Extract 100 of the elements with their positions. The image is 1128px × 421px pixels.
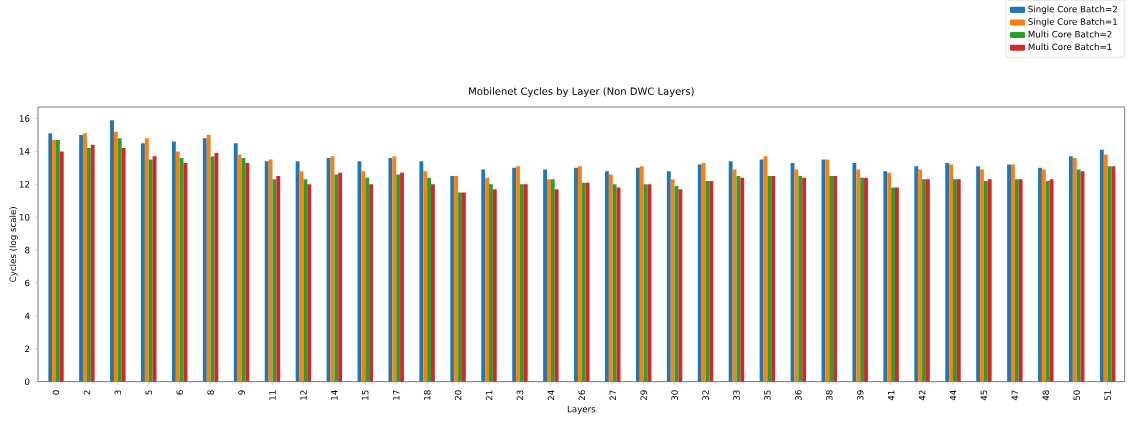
bar	[141, 143, 145, 382]
legend-label: Multi Core Batch=1	[1028, 43, 1112, 51]
x-tick-label: 38	[826, 390, 833, 401]
bar	[512, 167, 517, 382]
x-tick-label: 41	[887, 390, 895, 401]
x-tick-label: 33	[733, 390, 740, 401]
bar	[1045, 181, 1050, 382]
bar	[543, 169, 548, 382]
y-tick-label: 12	[19, 181, 30, 188]
bar	[485, 177, 490, 382]
bar	[581, 182, 586, 382]
bar	[144, 138, 149, 382]
bar	[701, 162, 706, 382]
bar	[771, 176, 776, 382]
bar	[1038, 167, 1042, 382]
y-tick-label: 0	[25, 378, 30, 385]
bar	[825, 159, 830, 382]
bar	[798, 176, 803, 382]
x-tick-label: 51	[1104, 390, 1111, 401]
bar	[113, 131, 118, 382]
x-tick-label: 8	[207, 390, 214, 395]
bar	[759, 159, 764, 382]
bar	[802, 177, 807, 382]
bar	[887, 172, 892, 382]
bar	[90, 144, 95, 382]
bar	[709, 181, 714, 382]
bar	[303, 179, 308, 382]
bar	[864, 177, 868, 382]
x-tick-label: 50	[1073, 390, 1080, 401]
bar	[736, 176, 741, 382]
y-tick-label: 16	[19, 115, 30, 122]
bar	[976, 166, 981, 382]
bar	[55, 139, 60, 382]
bar	[117, 138, 122, 382]
bar	[554, 189, 559, 382]
bar	[1014, 179, 1019, 382]
bar	[918, 169, 923, 382]
bar	[1068, 156, 1073, 382]
legend-label: Single Core Batch=2	[1028, 5, 1117, 14]
bar	[423, 171, 428, 382]
bar	[148, 159, 153, 382]
bar	[392, 156, 397, 382]
bar	[516, 166, 520, 382]
bar	[237, 154, 242, 382]
x-tick-label: 15	[362, 390, 369, 400]
bar	[894, 187, 899, 382]
bar	[914, 166, 919, 382]
bar	[860, 177, 865, 382]
bar	[980, 169, 984, 382]
bar	[605, 171, 609, 382]
bar	[949, 164, 953, 382]
x-tick-label: 11	[269, 390, 276, 400]
bar	[396, 174, 401, 382]
bar	[585, 182, 590, 382]
x-tick-label: 0	[52, 390, 60, 395]
bar	[179, 157, 184, 382]
y-tick-label: 6	[25, 279, 30, 287]
bar	[450, 176, 455, 382]
bar	[264, 161, 269, 382]
bar	[794, 169, 799, 382]
x-tick-label: 9	[238, 390, 245, 395]
x-tick-label: 23	[516, 390, 524, 401]
bar	[214, 153, 219, 382]
x-tick-label: 32	[702, 390, 709, 401]
bar	[829, 176, 834, 382]
bar	[307, 184, 312, 382]
x-tick-label: 6	[176, 390, 183, 395]
x-tick-label: 12	[300, 390, 307, 400]
bar	[1076, 169, 1081, 382]
bar	[83, 133, 87, 382]
bar	[1041, 169, 1046, 382]
bar	[574, 167, 578, 382]
x-tick-label: 29	[640, 390, 647, 401]
bar	[1018, 179, 1023, 382]
bar	[956, 179, 961, 382]
x-tick-label: 27	[609, 390, 616, 401]
x-tick-label: 44	[949, 390, 957, 401]
bar	[338, 172, 343, 382]
bar	[245, 162, 250, 382]
bar	[728, 161, 733, 382]
bar	[608, 174, 613, 382]
bar	[1107, 166, 1112, 382]
bar	[856, 169, 861, 382]
bar	[612, 184, 617, 382]
bar	[206, 134, 211, 382]
x-tick-label: 3	[114, 390, 122, 395]
bar	[852, 162, 857, 382]
x-tick-label: 30	[671, 390, 678, 401]
bar	[454, 176, 459, 382]
bar	[334, 174, 339, 382]
bar	[987, 179, 992, 382]
x-tick-label: 48	[1042, 390, 1050, 401]
x-tick-label: 2	[83, 390, 91, 395]
bar	[643, 184, 648, 382]
bar	[365, 177, 370, 382]
x-tick-label: 26	[578, 390, 586, 401]
bar	[697, 164, 702, 382]
bar	[86, 148, 91, 382]
legend-label: Single Core Batch=1	[1028, 18, 1117, 27]
bar	[678, 189, 683, 382]
